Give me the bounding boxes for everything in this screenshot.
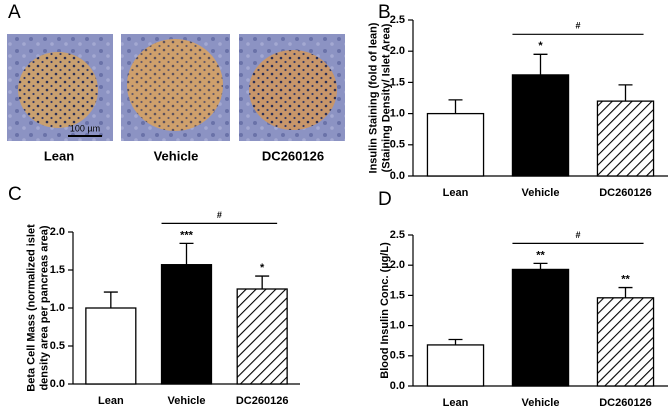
y-axis-label: Insulin Staining (fold of lean) [367,22,379,173]
y-axis-label: Beta Cell Mass (normalized islet [25,224,37,392]
panel-letter: B [378,2,391,23]
scale-bar: 100 µm [70,123,100,133]
comparison-label: # [575,230,580,240]
bar [511,268,570,387]
significance-marker: ** [621,273,630,285]
bar-chart: D Blood Insulin Conc. (µg/L)0.0 0.5 1.0 1.5 2… [378,189,668,409]
bar [160,264,213,385]
y-tick-label: 2.5 [390,14,405,26]
panel-a: A 100 µm Lean Vehicle DC260126 [7,2,345,163]
x-tick-label: Lean [98,395,124,407]
x-tick-label: DC260126 [236,395,289,407]
bar [596,297,655,387]
bar [426,112,485,177]
error-bar [533,53,548,75]
x-tick-label: Lean [443,187,469,199]
image-label: DC260126 [262,148,324,163]
y-tick-label: 1.0 [50,302,65,314]
error-bar [179,242,194,265]
x-tick-label: DC260126 [599,187,652,199]
y-tick-label: 1.5 [390,289,405,301]
error-bar [448,99,463,114]
y-tick-label: 0.0 [390,170,405,182]
y-axis-label: density area per pancreas area) [38,225,50,390]
error-bar [533,262,548,270]
y-tick-label: 0.5 [50,340,65,352]
y-axis-label: (Staining Density/ Islet Area) [380,23,392,172]
x-tick-label: Vehicle [168,395,206,407]
error-bar [618,286,633,298]
micrograph [121,34,230,141]
error-bar [448,338,463,345]
y-tick-label: 2.0 [390,45,405,57]
significance-marker: ** [536,249,545,261]
y-axis-label: Blood Insulin Conc. (µg/L) [379,242,391,379]
y-tick-label: 0.0 [390,380,405,392]
x-tick-label: Lean [443,397,469,409]
bar-chart: C Beta Cell Mass (normalized islet density… [8,184,300,407]
significance-marker: *** [180,229,194,241]
comparison-label: # [575,21,580,31]
significance-marker: * [538,40,543,52]
y-tick-label: 2.5 [390,229,405,241]
bar [426,344,485,387]
y-tick-label: 1.5 [390,76,405,88]
x-tick-label: DC260126 [599,397,652,409]
y-tick-label: 2.0 [390,259,405,271]
x-tick-label: Vehicle [522,397,560,409]
image-label: Lean [44,148,74,163]
micrograph [239,34,345,141]
y-tick-label: 1.0 [390,108,405,120]
bar [236,288,288,385]
y-tick-label: 1.5 [50,264,65,276]
bar [511,74,570,177]
x-tick-label: Vehicle [522,187,560,199]
error-bar [255,275,270,289]
bar [85,307,137,385]
significance-marker: * [260,262,265,274]
micrograph: 100 µm [7,34,113,141]
y-tick-label: 0.5 [390,350,405,362]
y-tick-label: 0.5 [390,139,405,151]
error-bar [618,84,633,102]
error-bar [103,291,118,308]
y-tick-label: 0.0 [50,378,65,390]
comparison-label: # [217,210,222,220]
panel-letter: C [8,184,22,205]
y-tick-label: 1.0 [390,320,405,332]
image-label: Vehicle [154,148,199,163]
panel-letter: D [378,189,392,210]
bar [596,100,655,177]
panel-letter: A [8,2,21,23]
y-tick-label: 2.0 [50,226,65,238]
